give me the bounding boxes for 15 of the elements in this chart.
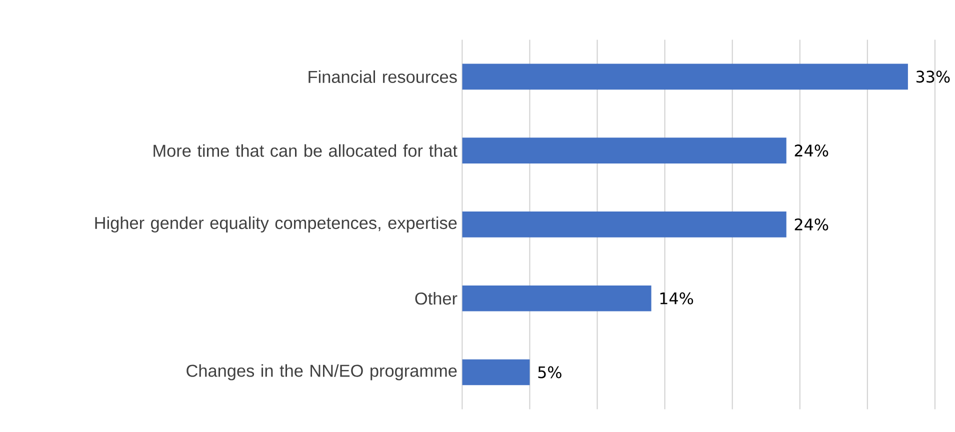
y-tick-label: Changes in the NN/EO programme [186, 364, 457, 380]
bar [462, 359, 530, 386]
data-label: 24% [794, 218, 828, 231]
bar [462, 138, 786, 164]
data-label: 5% [538, 366, 562, 378]
bar [462, 212, 786, 238]
data-label: 33% [916, 70, 950, 83]
data-label: 24% [794, 144, 828, 157]
y-tick-label: Financial resources [308, 70, 457, 84]
y-tick-label: Higher gender equality competences, expertise [95, 216, 457, 233]
bar [462, 286, 652, 312]
y-tick-label: Other [415, 292, 458, 305]
data-label: 14% [660, 292, 694, 305]
bar [462, 64, 908, 90]
y-tick-label: More time that can be allocated for that [154, 144, 458, 158]
